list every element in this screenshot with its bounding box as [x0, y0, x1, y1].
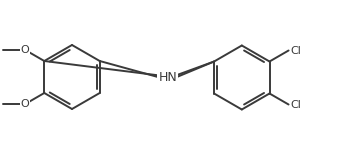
- Text: O: O: [21, 99, 30, 109]
- Text: Cl: Cl: [291, 100, 301, 109]
- Text: HN: HN: [158, 71, 177, 84]
- Text: Cl: Cl: [291, 46, 301, 55]
- Text: HN: HN: [158, 71, 177, 84]
- Text: O: O: [21, 45, 30, 55]
